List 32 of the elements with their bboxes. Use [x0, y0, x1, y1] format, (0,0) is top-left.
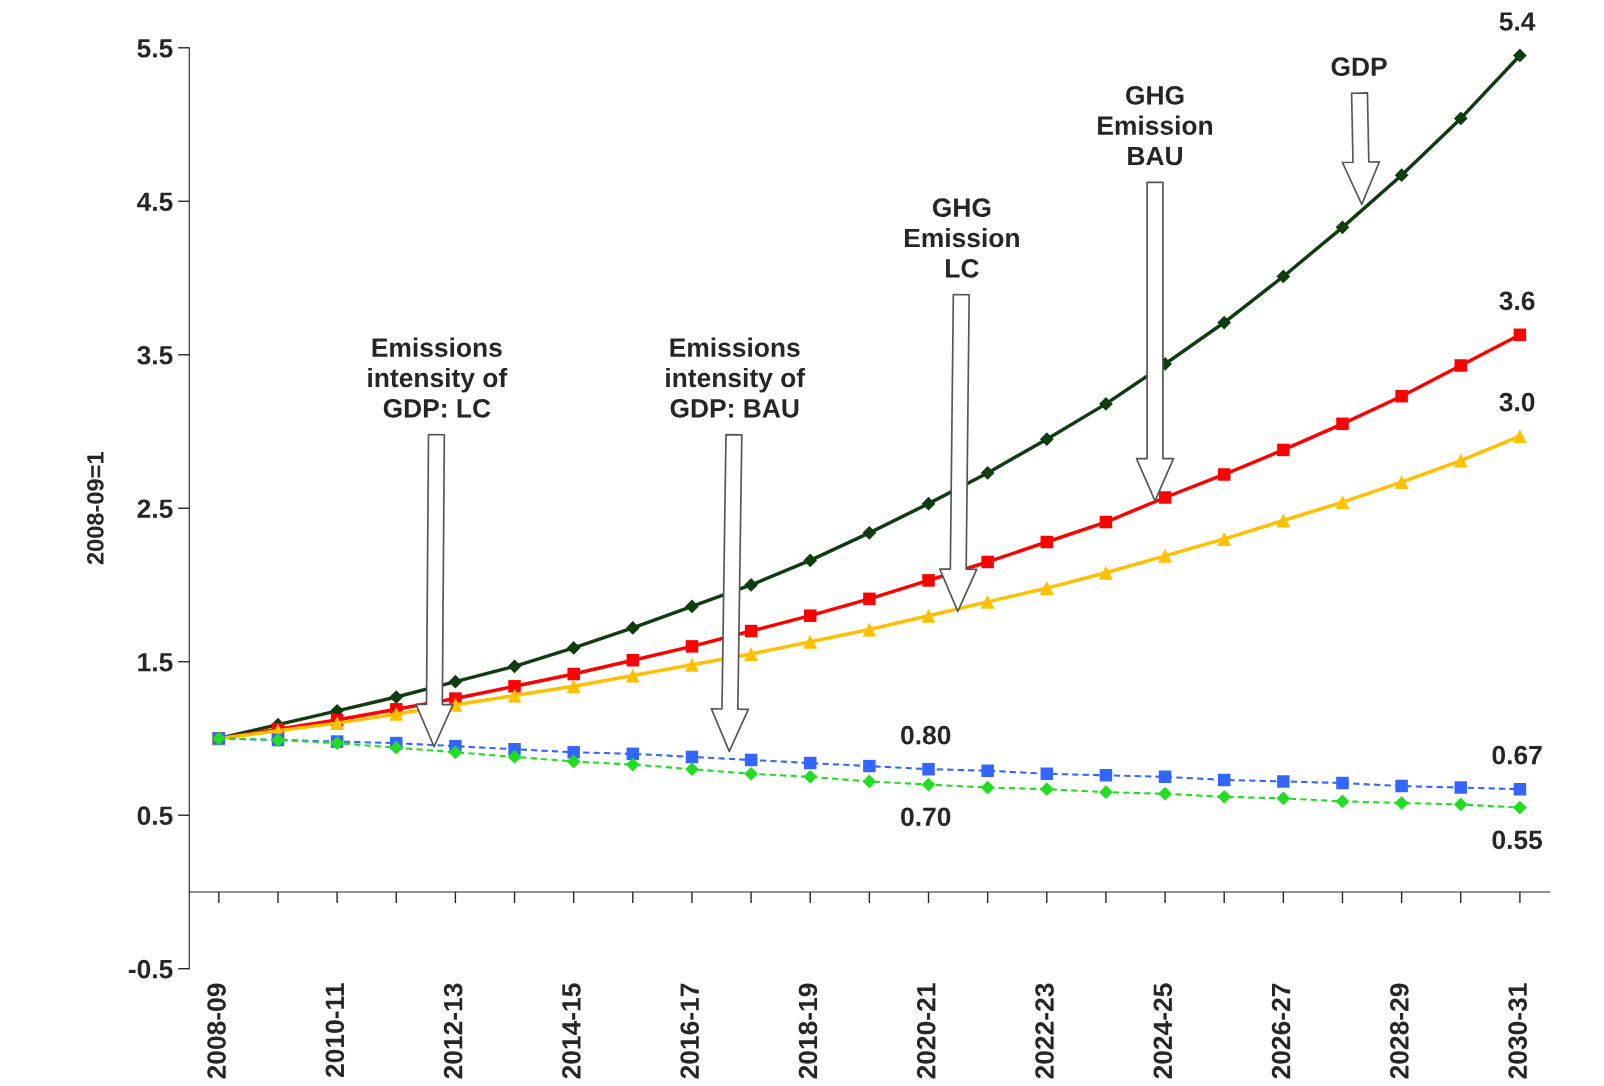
data-label: 0.67	[1492, 745, 1542, 765]
data-label: 5.4	[1499, 12, 1536, 31]
data-label: 3.6	[1499, 291, 1535, 311]
annotation: Emissions intensity of GDP: LC	[368, 337, 508, 418]
x-tick-label: 2008-09	[207, 983, 226, 1079]
annotation: GDP	[1331, 57, 1387, 77]
x-tick-label: 2030-31	[1508, 983, 1528, 1079]
x-tick-label: 2016-17	[680, 983, 700, 1079]
x-tick-label: 2024-25	[1153, 983, 1173, 1079]
y-tick-label: -0.5	[128, 959, 173, 979]
y-tick-label: 2.5	[137, 499, 173, 519]
y-tick-label: 5.5	[137, 39, 173, 58]
x-tick-label: 2012-13	[443, 983, 463, 1079]
y-tick-label: 0.5	[137, 806, 173, 826]
x-tick-label: 2020-21	[916, 983, 936, 1079]
x-tick-label: 2026-27	[1271, 983, 1291, 1079]
x-tick-label: 2010-11	[325, 983, 345, 1078]
annotation: Emissions intensity of GDP: BAU	[666, 337, 806, 418]
x-tick-label: 2028-29	[1390, 983, 1409, 1079]
y-axis-title: 2008-09=1	[87, 452, 104, 565]
data-label: 0.55	[1492, 830, 1543, 850]
data-label: 3.0	[1499, 392, 1535, 412]
y-tick-label: 3.5	[137, 345, 173, 365]
x-tick-label: 2022-23	[1035, 983, 1054, 1079]
data-label: 0.80	[901, 725, 951, 745]
x-tick-label: 2014-15	[562, 983, 581, 1079]
x-tick-label: 2018-19	[798, 983, 818, 1079]
y-tick-label: 4.5	[137, 192, 173, 212]
annotation: GHG Emission BAU	[1098, 85, 1213, 166]
y-tick-label: 1.5	[138, 653, 173, 672]
data-label: 0.70	[901, 807, 951, 827]
annotation: GHG Emission LC	[904, 198, 1019, 278]
